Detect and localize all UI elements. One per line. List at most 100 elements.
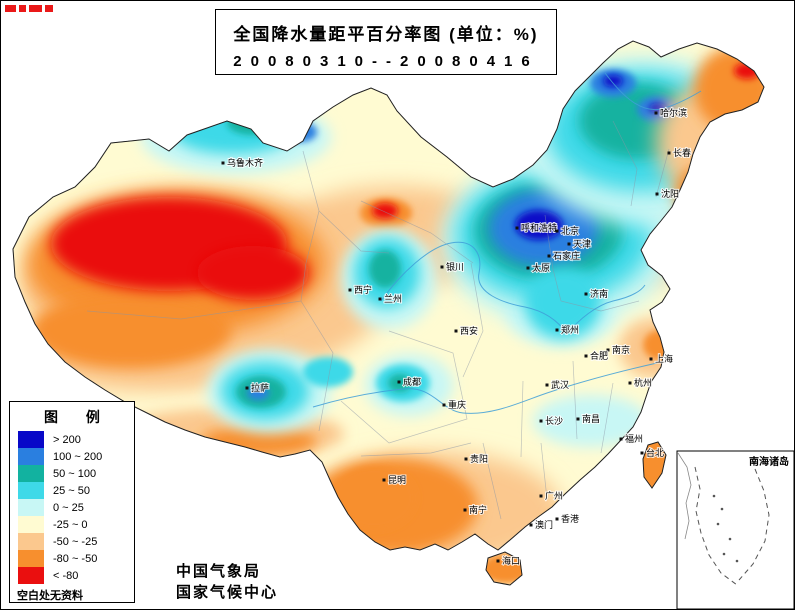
city-label: 天津 <box>573 239 591 249</box>
city-label: 太原 <box>532 262 550 273</box>
stamp-mark <box>5 5 16 12</box>
city-label: 福州 <box>625 433 643 444</box>
map-date-range: 20080310--20080416 <box>233 53 539 70</box>
city-marker <box>397 380 401 384</box>
city-marker <box>496 559 500 563</box>
city-marker <box>576 417 580 421</box>
city-label: 长沙 <box>545 415 563 426</box>
legend-item: -25 ~ 0 <box>10 516 134 533</box>
city-label: 台北 <box>646 447 664 458</box>
city-marker <box>382 478 386 482</box>
city-label: 南宁 <box>469 504 487 515</box>
city-label: 贵阳 <box>470 453 488 464</box>
anomaly-region-lt-80 <box>197 246 309 300</box>
anomaly-region--80--50 <box>332 466 416 530</box>
city-label: 北京 <box>561 225 579 236</box>
city-marker <box>440 265 444 269</box>
anomaly-region--80--50 <box>675 167 727 219</box>
nine-dash-line <box>694 466 770 586</box>
city-marker <box>655 192 659 196</box>
city-marker <box>463 508 467 512</box>
city-marker <box>454 329 458 333</box>
city-marker <box>654 111 658 115</box>
legend-label: 0 ~ 25 <box>53 501 84 514</box>
city-label: 武汉 <box>551 379 569 390</box>
anomaly-region-gt200 <box>649 103 667 113</box>
city-marker <box>515 226 519 230</box>
city-label: 哈尔滨 <box>660 107 687 118</box>
legend-swatch <box>18 533 44 550</box>
city-label: 海口 <box>502 555 520 566</box>
anomaly-region--80--50 <box>480 554 532 584</box>
inset-frame <box>676 450 794 609</box>
city-label: 上海 <box>655 353 673 364</box>
center-name: 国家气候中心 <box>176 584 279 601</box>
city-marker <box>545 383 549 387</box>
legend-item: 100 ~ 200 <box>10 448 134 465</box>
legend-item: 25 ~ 50 <box>10 482 134 499</box>
stamp-mark <box>45 5 53 12</box>
city-label: 合肥 <box>590 350 608 361</box>
city-label: 拉萨 <box>251 382 269 393</box>
legend-items: > 200 100 ~ 200 50 ~ 100 25 ~ 50 0 ~ 25 -25 ~… <box>10 431 134 584</box>
city-marker <box>640 451 644 455</box>
legend-label: -25 ~ 0 <box>53 518 88 531</box>
city-marker <box>378 297 382 301</box>
legend-swatch <box>18 465 44 482</box>
inset-title: 南海诸岛 <box>749 455 789 468</box>
legend-footnote: 空白处无资料 <box>17 590 83 602</box>
city-marker <box>529 523 533 527</box>
city-label: 兰州 <box>384 293 402 304</box>
city-label: 重庆 <box>448 399 466 410</box>
city-label: 南京 <box>612 344 630 355</box>
anomaly-region-100-200 <box>247 386 269 400</box>
map-outline <box>12 40 765 586</box>
city-marker <box>555 328 559 332</box>
anomaly-region--80--50 <box>549 506 633 544</box>
legend-title: 图 例 <box>44 409 112 425</box>
city-label: 昆明 <box>388 475 406 485</box>
city-marker <box>539 494 543 498</box>
city-marker <box>526 266 530 270</box>
legend-swatch <box>18 499 44 516</box>
city-marker <box>348 288 352 292</box>
city-label: 长春 <box>673 147 691 158</box>
city-marker <box>555 229 559 233</box>
south-china-sea-inset: 南海诸岛 <box>676 450 794 609</box>
anomaly-region-25-50 <box>525 267 601 339</box>
city-marker <box>464 457 468 461</box>
map-title: 全国降水量距平百分率图 (单位：%) <box>233 25 539 44</box>
city-label: 杭州 <box>634 377 652 388</box>
legend-label: -80 ~ -50 <box>53 552 98 565</box>
credits: 中国气象局 国家气候中心 <box>176 561 278 603</box>
city-label: 澳门 <box>535 519 553 530</box>
city-label: 石家庄 <box>553 250 580 261</box>
songhua-river <box>604 72 702 111</box>
city-marker <box>667 151 671 155</box>
city-label: 沈阳 <box>661 188 679 199</box>
anomaly-region--80--50 <box>31 293 231 369</box>
legend-item: 0 ~ 25 <box>10 499 134 516</box>
legend-label: 25 ~ 50 <box>53 484 91 497</box>
city-label: 广州 <box>545 490 563 501</box>
city-label: 郑州 <box>561 324 579 335</box>
city-marker <box>584 354 588 358</box>
legend-label: 100 ~ 200 <box>53 450 103 463</box>
city-marker <box>547 254 551 258</box>
city-marker <box>584 292 588 296</box>
legend: 图 例 > 200 100 ~ 200 50 ~ 100 25 ~ 50 0 ~ 25 -… <box>9 401 135 603</box>
anomaly-region-0-25 <box>533 395 649 447</box>
anomaly-region-lt-80 <box>372 203 398 219</box>
city-marker <box>221 161 225 165</box>
anomaly-region-25-50 <box>303 357 353 387</box>
anomaly-region-gt200 <box>515 210 563 240</box>
island-dot <box>722 552 726 556</box>
city-marker <box>442 403 446 407</box>
anomaly-field <box>21 47 764 584</box>
legend-label: < -80 <box>53 569 79 582</box>
city-marker <box>555 517 559 521</box>
legend-swatch <box>18 567 44 584</box>
